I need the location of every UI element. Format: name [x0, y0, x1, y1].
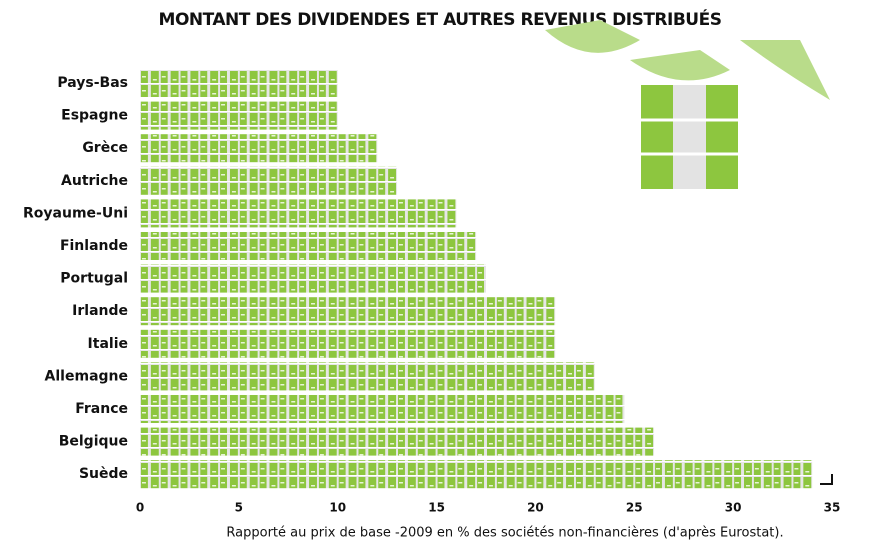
- bar: [140, 69, 338, 97]
- bar: [140, 134, 377, 162]
- axis-end-mark: [820, 474, 832, 484]
- category-label: Finlande: [60, 238, 128, 254]
- x-tick-label: 30: [725, 501, 742, 515]
- bar: [140, 232, 476, 260]
- bar: [140, 428, 654, 456]
- category-label: Allemagne: [45, 368, 128, 384]
- bar: [140, 167, 397, 195]
- category-label: France: [75, 401, 128, 417]
- bar: [140, 395, 624, 423]
- x-tick-label: 5: [235, 501, 243, 515]
- bar: [140, 199, 456, 227]
- category-label: Irlande: [72, 303, 128, 319]
- category-label: Portugal: [60, 271, 128, 287]
- category-label: Espagne: [61, 108, 128, 124]
- bar: [140, 265, 486, 293]
- category-label: Italie: [88, 336, 128, 352]
- bar: [140, 297, 555, 325]
- x-tick-label: 10: [329, 501, 346, 515]
- category-label: Suède: [79, 466, 128, 482]
- category-label: Grèce: [82, 140, 128, 156]
- category-label: Pays-Bas: [57, 75, 128, 91]
- x-tick-label: 35: [824, 501, 841, 515]
- x-tick-label: 20: [527, 501, 544, 515]
- category-label: Royaume-Uni: [23, 205, 128, 221]
- x-tick-label: 15: [428, 501, 445, 515]
- category-label: Belgique: [59, 434, 128, 450]
- chart-title: MONTANT DES DIVIDENDES ET AUTRES REVENUS…: [159, 8, 722, 30]
- x-tick-label: 25: [626, 501, 643, 515]
- x-tick-label: 0: [136, 501, 144, 515]
- category-label: Autriche: [61, 173, 128, 189]
- chart: MONTANT DES DIVIDENDES ET AUTRES REVENUS…: [0, 0, 873, 550]
- bar: [140, 362, 595, 390]
- x-axis-label: Rapporté au prix de base -2009 en % des …: [226, 526, 783, 541]
- banknote-illustration: [545, 20, 830, 189]
- bar: [140, 102, 338, 130]
- bar: [140, 460, 812, 488]
- bar: [140, 330, 555, 358]
